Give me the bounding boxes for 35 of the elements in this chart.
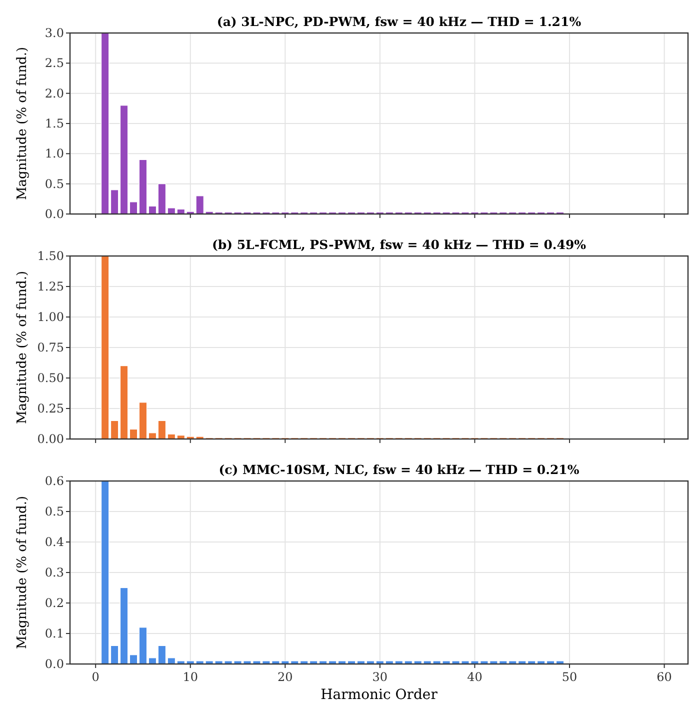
y-tick-label: 0.0 — [44, 207, 64, 221]
y-axis-title: Magnitude (% of fund.) — [15, 270, 30, 424]
x-tick-label: 50 — [562, 670, 578, 684]
y-tick-label: 0.0 — [44, 657, 64, 671]
chart-title: (c) MMC-10SM, NLC, fsw = 40 kHz — THD = 0.21% — [218, 462, 580, 477]
x-tick-label: 0 — [92, 670, 100, 684]
y-tick-label: 0.4 — [44, 535, 64, 549]
y-axis-title: Magnitude (% of fund.) — [15, 496, 30, 650]
x-tick-label: 30 — [372, 670, 388, 684]
y-tick-label: 1.0 — [44, 146, 64, 161]
chart-title: (a) 3L-NPC, PD-PWM, fsw = 40 kHz — THD = 1.21% — [216, 14, 582, 29]
y-tick-label: 0.75 — [37, 340, 64, 354]
y-tick-label: 2.5 — [44, 56, 64, 70]
y-tick-label: 1.50 — [37, 249, 64, 263]
x-tick-label: 60 — [656, 670, 672, 684]
y-tick-label: 1.00 — [37, 310, 64, 324]
chart-title: (b) 5L-FCML, PS-PWM, fsw = 40 kHz — THD = 0.49% — [212, 237, 586, 252]
y-tick-label: 1.5 — [44, 116, 64, 130]
y-tick-label: 3.0 — [44, 26, 64, 40]
x-axis-title: Harmonic Order — [320, 687, 438, 703]
y-tick-label: 1.25 — [37, 280, 64, 294]
y-tick-label: 0.5 — [44, 504, 64, 518]
y-tick-label: 0.1 — [44, 626, 64, 640]
x-tick-label: 20 — [278, 670, 293, 684]
y-tick-label: 0.00 — [37, 432, 64, 446]
y-tick-label: 0.50 — [37, 371, 64, 385]
y-tick-label: 0.2 — [44, 596, 64, 610]
y-tick-label: 2.0 — [44, 86, 64, 100]
y-tick-label: 0.5 — [44, 176, 64, 191]
y-tick-label: 0.25 — [37, 402, 64, 416]
x-tick-label: 10 — [182, 670, 198, 684]
y-tick-label: 0.3 — [44, 566, 64, 580]
y-tick-label: 0.6 — [44, 474, 64, 488]
x-tick-label: 40 — [467, 670, 482, 684]
y-axis-title: Magnitude (% of fund.) — [15, 46, 30, 200]
